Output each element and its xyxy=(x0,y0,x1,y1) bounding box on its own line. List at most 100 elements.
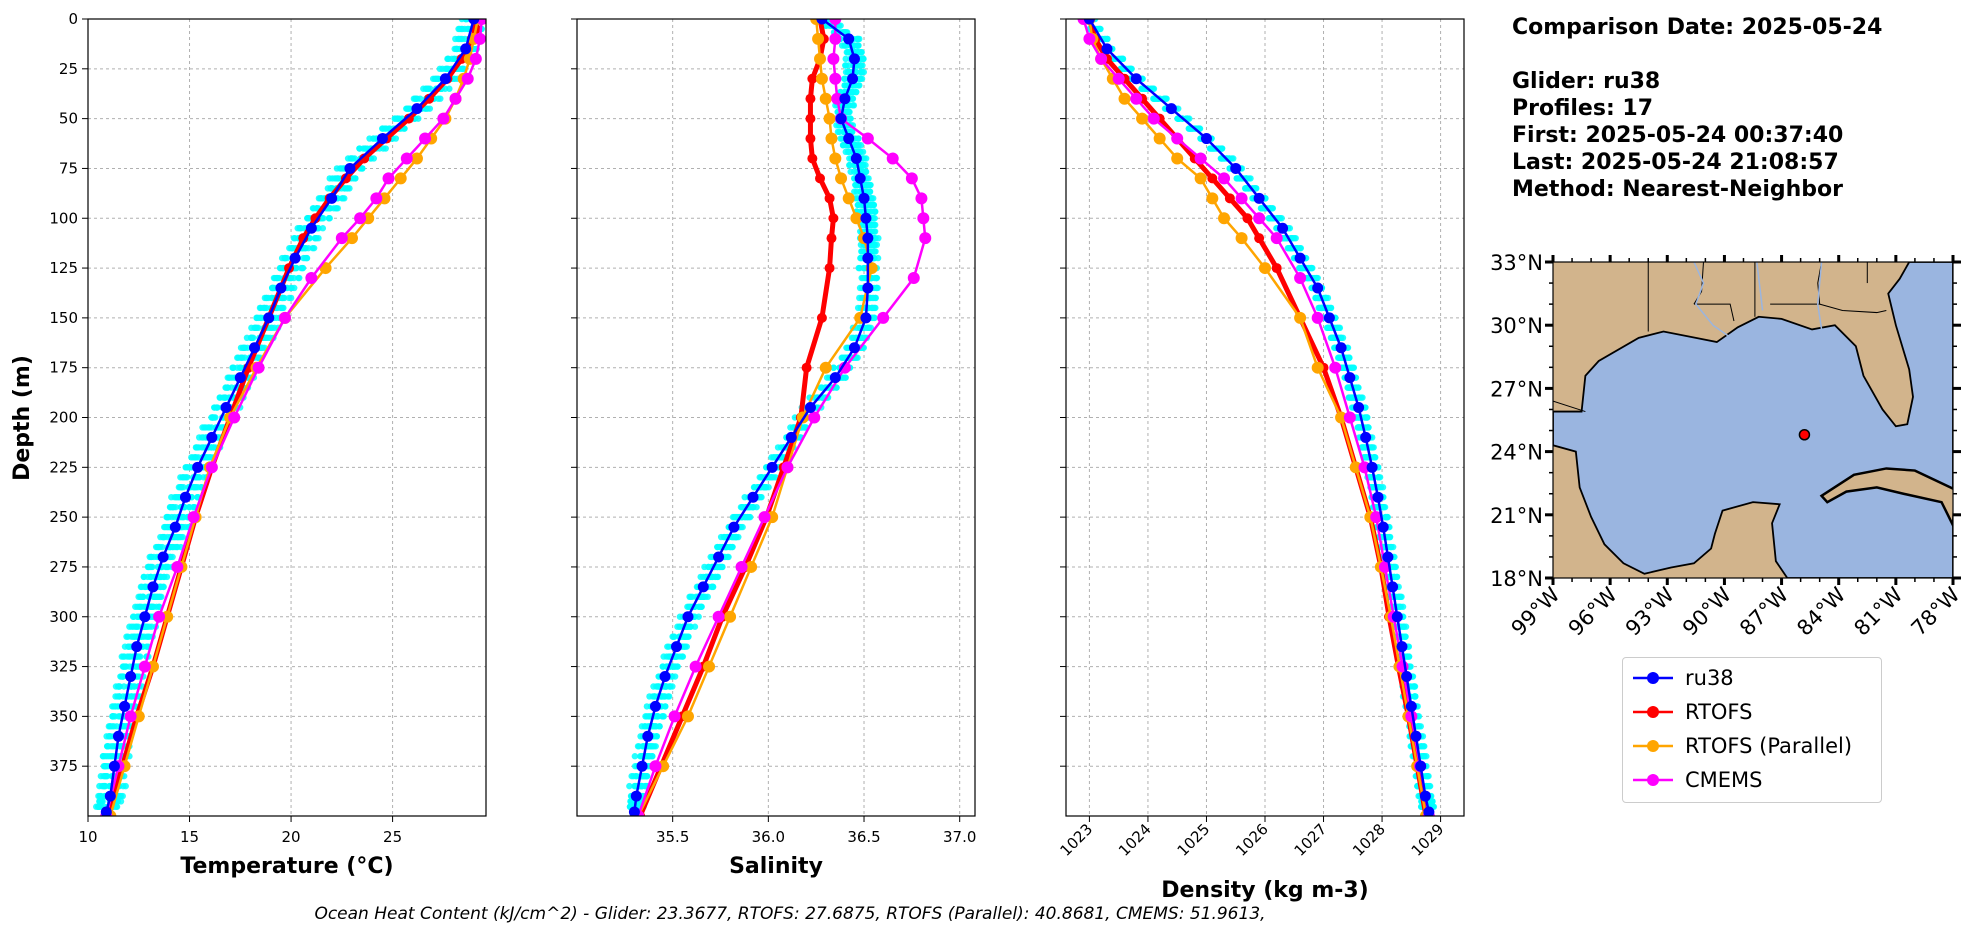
glider-profile-point xyxy=(1364,424,1371,431)
glider-profile-point xyxy=(1345,384,1353,391)
glider-profile-point xyxy=(733,533,740,541)
glider-profile-point xyxy=(857,68,865,76)
panel-0: 0255075100125150175200225250275300325350… xyxy=(10,10,487,879)
y-tick-label: 75 xyxy=(59,159,78,177)
glider-profile-point xyxy=(1128,65,1135,73)
glider-profile-point xyxy=(153,603,160,610)
glider-profile-point xyxy=(667,683,674,690)
lon-tick-label: 78°W xyxy=(1907,582,1965,640)
glider-profile-point xyxy=(163,513,171,521)
data-point xyxy=(842,192,855,205)
data-point xyxy=(823,112,836,125)
glider-profile-point xyxy=(318,195,325,202)
glider-profile-point xyxy=(393,115,401,122)
glider-profile-point xyxy=(684,633,692,640)
lat-tick-label: 24°N xyxy=(1490,441,1543,465)
series-line-cmems xyxy=(1082,19,1431,816)
data-point xyxy=(376,133,388,145)
data-point xyxy=(278,311,291,324)
data-point xyxy=(843,133,855,145)
glider-profile-point xyxy=(97,792,105,800)
data-point xyxy=(1194,172,1207,185)
y-tick-label: 350 xyxy=(49,707,78,725)
data-point xyxy=(1349,461,1362,474)
data-point xyxy=(824,263,835,274)
data-point xyxy=(1410,730,1422,742)
glider-profile-point xyxy=(872,294,879,302)
x-tick-label: 36.5 xyxy=(847,828,880,846)
data-point xyxy=(807,73,818,84)
glider-profile-point xyxy=(859,62,866,69)
data-point xyxy=(1423,806,1435,816)
data-point xyxy=(1130,73,1142,85)
data-point xyxy=(1277,222,1289,234)
data-point xyxy=(1270,232,1283,245)
legend-item-cmems: CMEMS xyxy=(1631,764,1763,796)
glider-profile-point xyxy=(872,248,879,255)
glider-profile-point xyxy=(120,723,127,730)
glider-profile-point xyxy=(857,75,864,82)
glider-profile-point xyxy=(852,135,859,142)
data-point xyxy=(437,112,450,125)
data-point xyxy=(1415,760,1427,772)
data-point xyxy=(1377,521,1389,533)
glider-profile-point xyxy=(1096,25,1104,33)
data-point xyxy=(835,172,848,185)
data-point xyxy=(354,212,367,225)
legend-label-ru38: ru38 xyxy=(1685,666,1734,690)
data-point xyxy=(1165,103,1177,115)
data-point xyxy=(915,192,928,205)
x-tick-label: 1029 xyxy=(1408,820,1448,860)
glider-profile-point xyxy=(1163,95,1170,102)
glider-profile-point xyxy=(304,215,312,222)
data-point xyxy=(829,32,842,45)
glider-profile-point xyxy=(458,19,466,23)
y-tick-label: 100 xyxy=(49,209,78,227)
data-point xyxy=(1083,19,1095,25)
data-point xyxy=(125,671,137,683)
glider-profile-point xyxy=(1350,364,1358,371)
glider-profile-point xyxy=(725,553,732,561)
data-point xyxy=(469,52,482,65)
glider-profile-point xyxy=(685,603,692,610)
glider-profile-point xyxy=(443,65,451,73)
data-point xyxy=(785,431,797,443)
glider-profile-point xyxy=(1243,185,1250,192)
glider-profile-point xyxy=(870,195,877,202)
glider-profile-point xyxy=(107,723,114,730)
glider-profile-point xyxy=(461,25,468,33)
glider-profile-point xyxy=(1326,304,1333,312)
glider-profile-point xyxy=(817,384,824,391)
glider-profile-point xyxy=(867,181,874,189)
y-tick-label: 375 xyxy=(49,757,78,775)
glider-profile-point xyxy=(1419,733,1427,740)
glider-profile-point xyxy=(839,141,847,149)
data-point xyxy=(805,93,816,104)
data-point xyxy=(735,560,748,573)
data-point xyxy=(370,192,383,205)
data-point xyxy=(382,172,395,185)
glider-profile-point xyxy=(1347,394,1354,401)
legend-item-rtofs-parallel: RTOFS (Parallel) xyxy=(1631,730,1852,762)
glider-name: Glider: ru38 xyxy=(1512,69,1661,94)
x-tick-label: 10 xyxy=(78,828,97,846)
glider-profile-point xyxy=(676,613,684,620)
glider-profile-point xyxy=(1398,593,1405,601)
glider-profile-point xyxy=(1375,474,1382,481)
data-point xyxy=(886,152,899,165)
data-point xyxy=(826,233,837,244)
glider-profile-point xyxy=(873,274,880,282)
glider-profile-point xyxy=(190,484,198,491)
glider-profile-point xyxy=(868,201,876,209)
data-point xyxy=(848,53,860,65)
data-point xyxy=(843,33,855,45)
glider-profile-point xyxy=(842,55,849,63)
glider-profile-point xyxy=(453,45,461,53)
glider-profile-point xyxy=(664,643,671,650)
comparison-date: Comparison Date: 2025-05-24 xyxy=(1512,15,1883,40)
data-point xyxy=(1095,52,1108,65)
glider-profile-point xyxy=(1292,234,1299,242)
plot-area xyxy=(1077,19,1438,816)
data-point xyxy=(712,610,725,623)
